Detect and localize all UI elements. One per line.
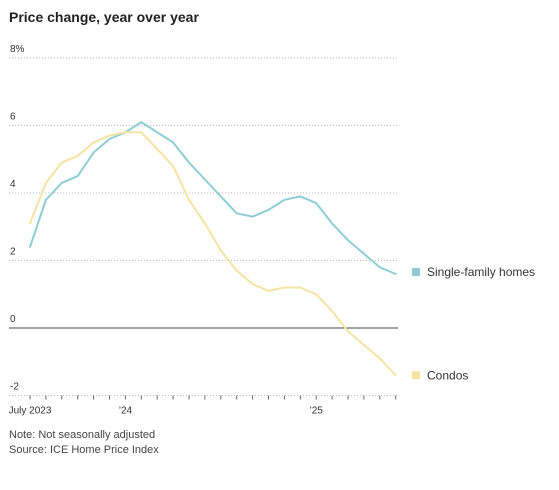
- x-tick-label: ’25: [310, 406, 324, 417]
- y-tick-label: 0: [10, 314, 16, 325]
- y-tick-label: -2: [10, 382, 19, 393]
- y-tick-label: 6: [10, 112, 16, 123]
- y-tick-label: 8%: [10, 44, 25, 55]
- y-tick-label: 2: [10, 247, 16, 258]
- source-text: Source: ICE Home Price Index: [9, 444, 159, 456]
- chart-title: Price change, year over year: [9, 9, 199, 25]
- chart-notes: Note: Not seasonally adjusted Source: IC…: [9, 428, 159, 458]
- legend-swatch: [412, 371, 420, 380]
- series-line-single-family-homes: [29, 121, 397, 275]
- legend-swatch: [412, 268, 420, 276]
- legend-label: Single-family homes: [427, 265, 535, 279]
- note-text: Note: Not seasonally adjusted: [9, 429, 156, 441]
- series-line-condos: [29, 131, 397, 377]
- x-tick-label: ’24: [119, 406, 133, 417]
- y-tick-label: 4: [10, 179, 16, 190]
- legend-label: Condos: [427, 368, 468, 382]
- x-tick-label: July 2023: [9, 406, 52, 417]
